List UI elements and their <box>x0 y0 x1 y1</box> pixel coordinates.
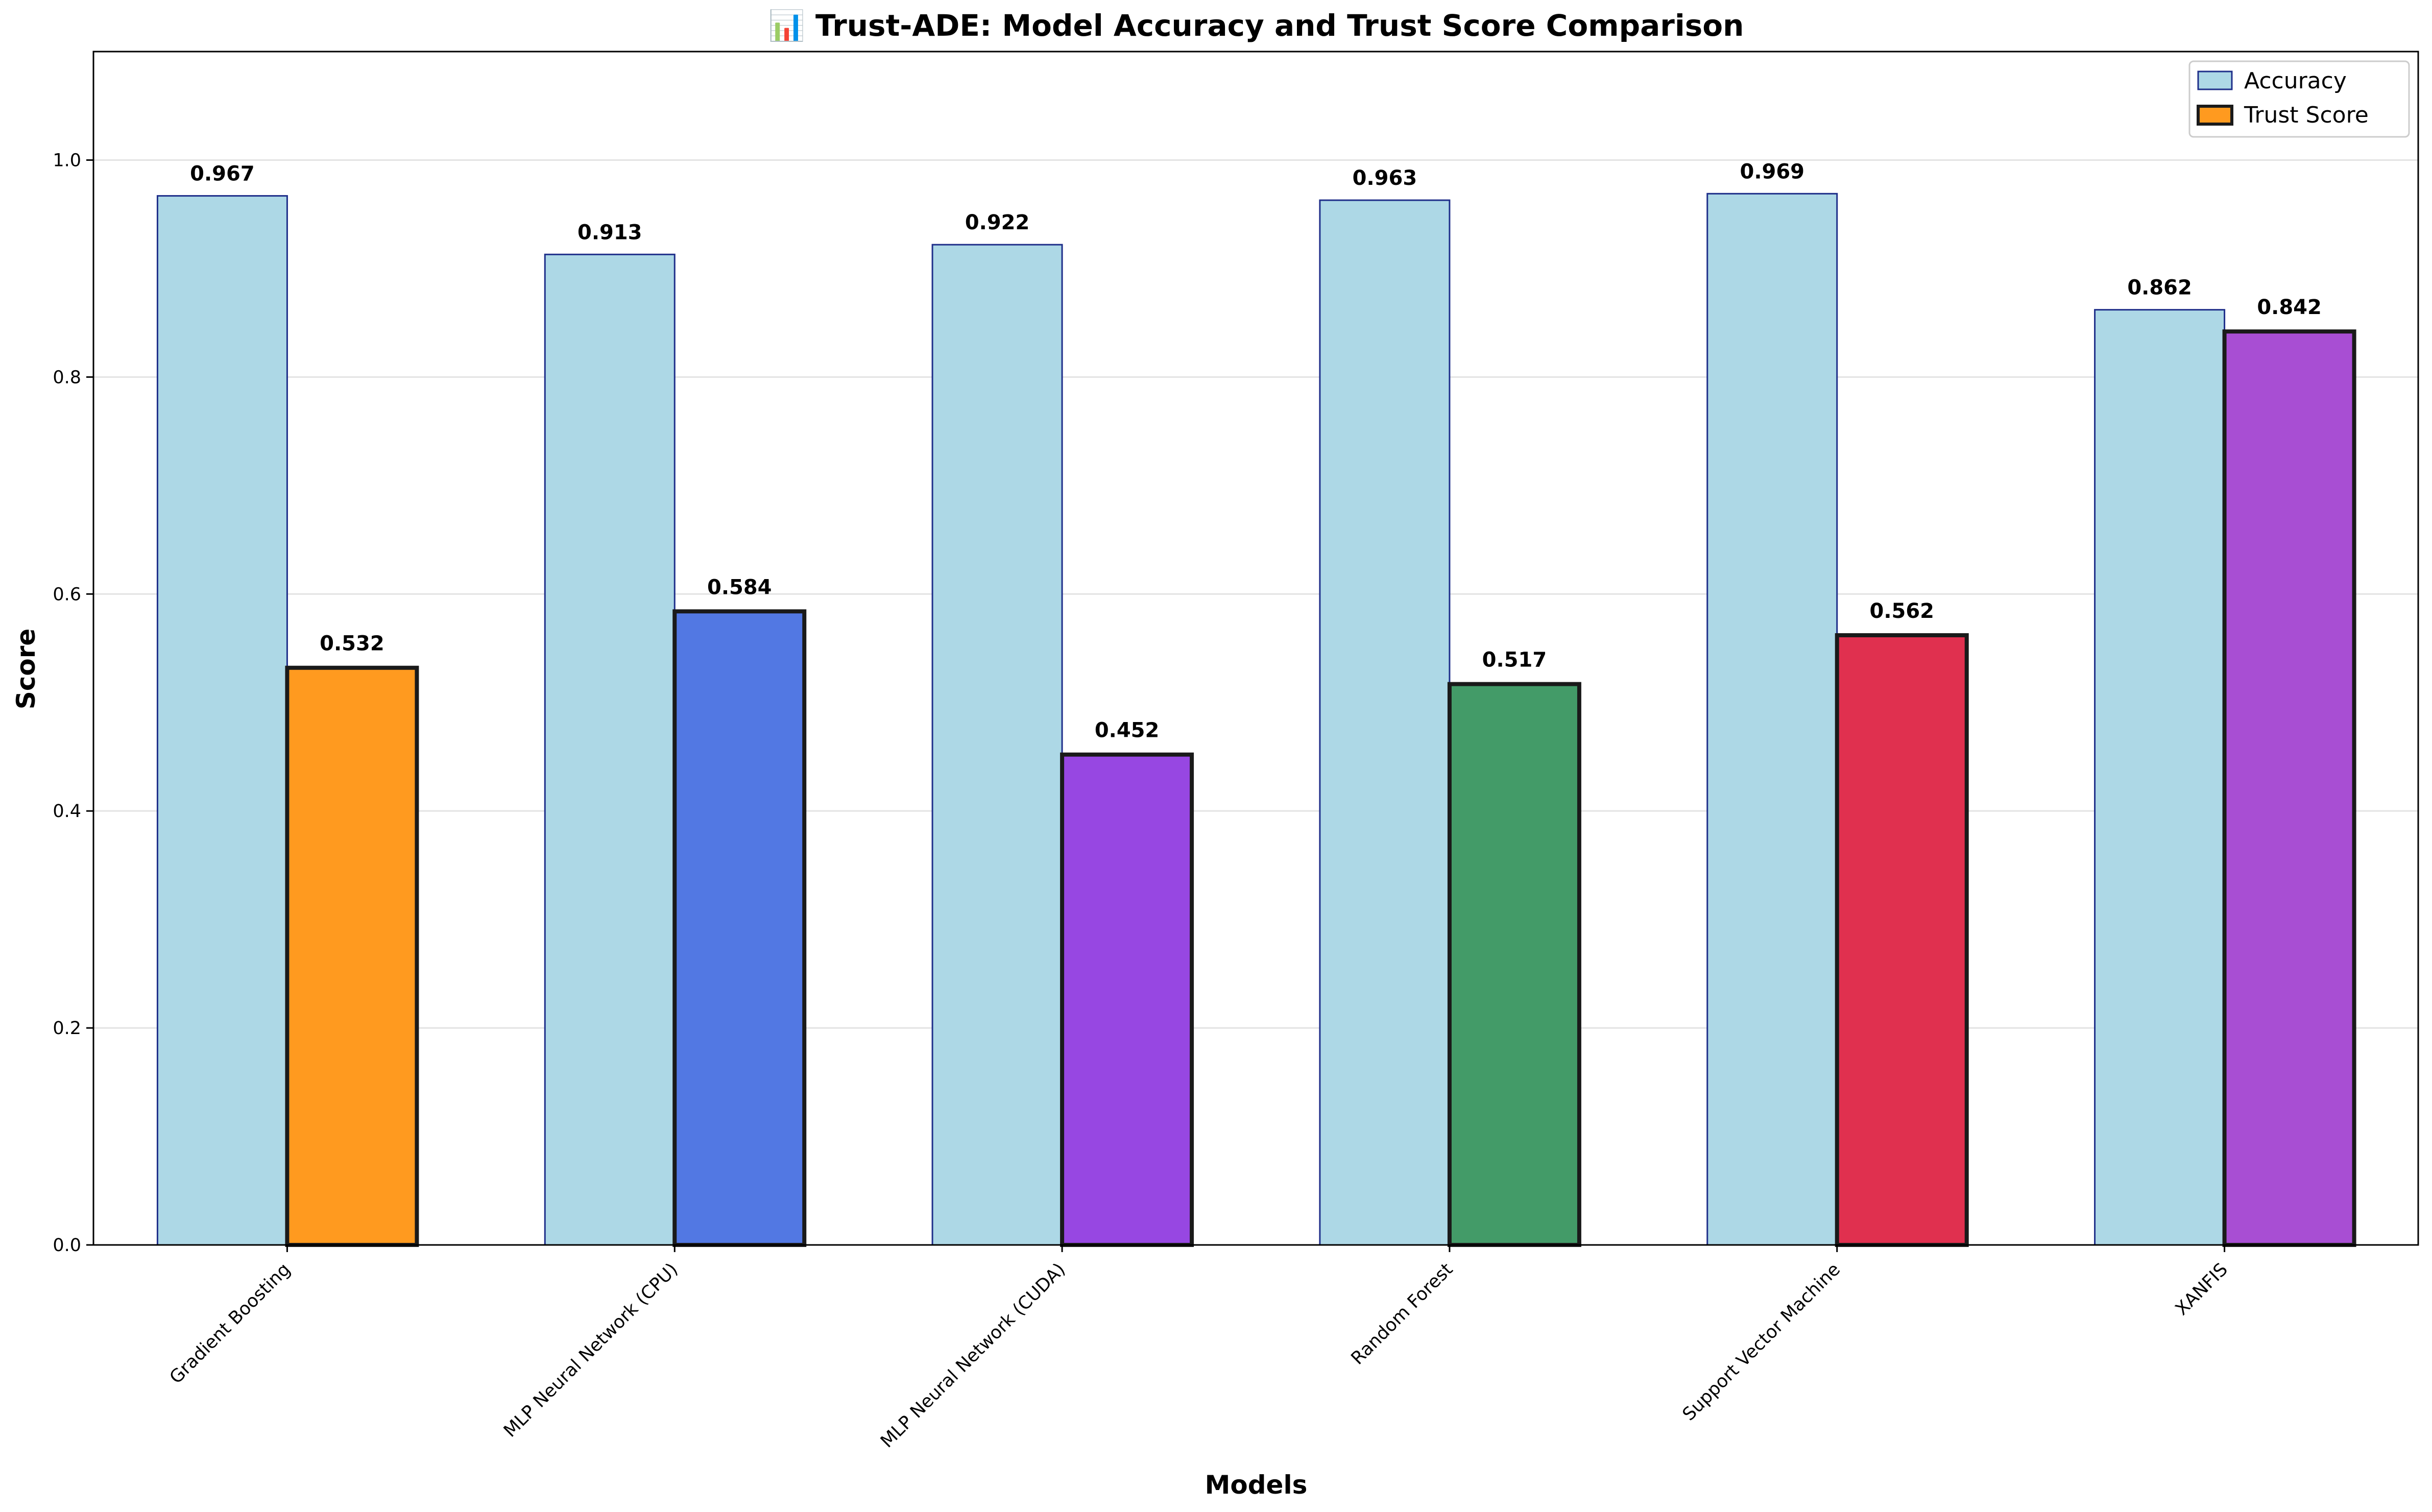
bar-accuracy-random-forest <box>1319 199 1451 1246</box>
bar-trust-score-random-forest <box>1447 682 1581 1247</box>
y-tick-label: 0.4 <box>53 801 81 822</box>
plot-frame <box>92 51 2419 1246</box>
x-axis-label: Models <box>1205 1470 1308 1500</box>
bar-label-accuracy-xanfis: 0.862 <box>2127 276 2192 300</box>
bar-trust-score-xanfis <box>2222 329 2356 1247</box>
bar-accuracy-mlp-neural-network-cuda <box>931 244 1063 1246</box>
bar-label-trust-score-random-forest: 0.517 <box>1482 649 1547 672</box>
bar-trust-score-mlp-neural-network-cuda <box>1060 752 1194 1247</box>
bar-trust-score-support-vector-machine <box>1835 633 1969 1247</box>
bar-label-accuracy-gradient-boosting: 0.967 <box>190 162 255 186</box>
bar-label-trust-score-gradient-boosting: 0.532 <box>320 632 384 656</box>
bar-accuracy-support-vector-machine <box>1706 193 1838 1246</box>
y-tick-label: 1.0 <box>53 150 81 171</box>
bars <box>156 193 2356 1247</box>
y-axis: 0.0 0.2 0.4 0.6 0.8 1.0 <box>53 150 93 1256</box>
legend: Accuracy Trust Score <box>2188 60 2410 138</box>
bar-label-trust-score-mlp-neural-network-cpu: 0.584 <box>707 575 772 599</box>
bar-accuracy-mlp-neural-network-cpu <box>544 253 676 1246</box>
bar-labels: 0.967 0.532 0.913 0.584 0.922 0.452 0.963 0.517… <box>190 160 2322 742</box>
bar-accuracy-gradient-boosting <box>156 195 288 1246</box>
y-tick-label: 0.2 <box>53 1018 81 1039</box>
bar-trust-score-mlp-neural-network-cpu <box>672 609 807 1247</box>
bar-label-accuracy-support-vector-machine: 0.969 <box>1740 160 1804 183</box>
bar-label-trust-score-mlp-neural-network-cuda: 0.452 <box>1095 719 1160 742</box>
bar-label-trust-score-support-vector-machine: 0.562 <box>1869 599 1934 623</box>
bar-accuracy-xanfis <box>2094 309 2226 1246</box>
legend-label-accuracy: Accuracy <box>2244 68 2347 94</box>
bar-label-accuracy-mlp-neural-network-cpu: 0.913 <box>577 221 642 244</box>
bar-trust-score-gradient-boosting <box>285 665 419 1247</box>
legend-label-trust-score: Trust Score <box>2244 102 2369 128</box>
bar-label-accuracy-random-forest: 0.963 <box>1353 166 1417 190</box>
y-tick-label: 0.0 <box>53 1235 81 1256</box>
legend-box <box>2188 60 2410 138</box>
y-tick-label: 0.6 <box>53 584 81 605</box>
y-axis-label: Score <box>11 629 41 710</box>
bar-label-accuracy-mlp-neural-network-cuda: 0.922 <box>965 211 1030 234</box>
chart-title: 📊 Trust-ADE: Model Accuracy and Trust Sc… <box>768 8 1744 43</box>
y-tick-label: 0.8 <box>53 367 81 388</box>
grid-lines <box>93 159 2418 1029</box>
bar-label-trust-score-xanfis: 0.842 <box>2257 296 2322 319</box>
legend-swatch-accuracy <box>2197 70 2233 90</box>
legend-swatch-trust-score <box>2197 105 2233 126</box>
